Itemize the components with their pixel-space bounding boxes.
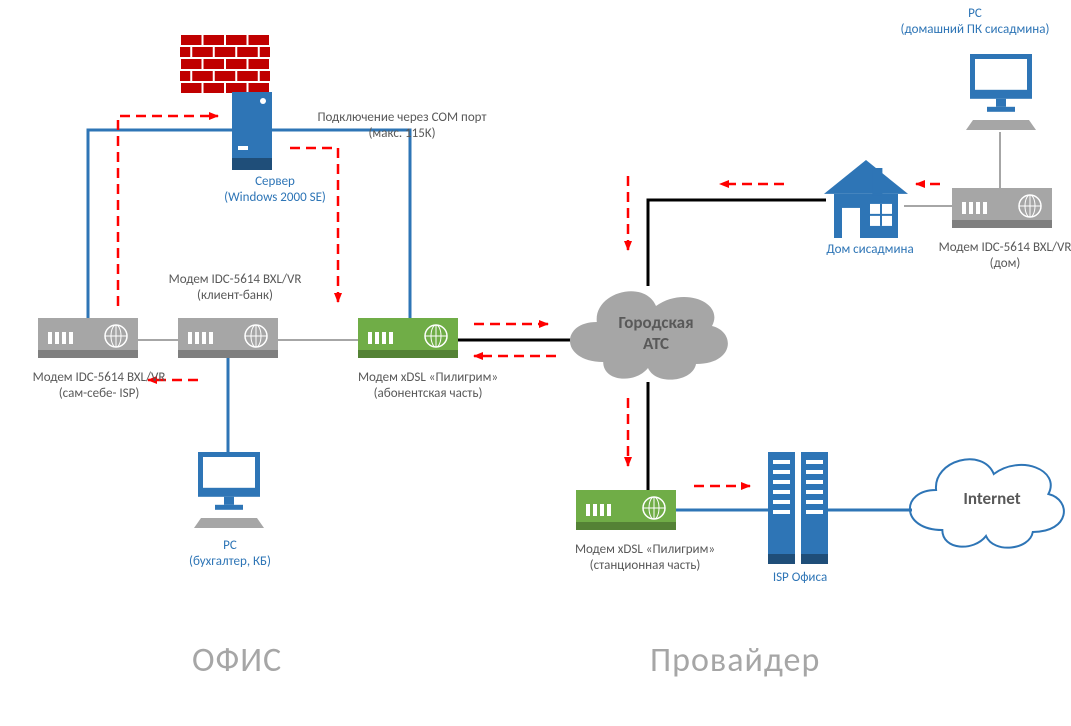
label-cloud_atc: Городская АТС [606,312,706,355]
label-cloud_inet: Internet [942,488,1042,509]
pc-accountant-icon [194,452,264,528]
label-modem_xdsl_st: Модем xDSL «Пилигрим» (станционная часть… [550,542,740,575]
modem-self-isp-icon [38,318,138,358]
label-pc_home: PC (домашний ПК сисадмина) [880,6,1070,39]
isp-rack-icon [768,452,828,564]
label-pc_acct: PC (бухгалтер, КБ) [170,538,290,571]
label-com_port: Подключение через COM порт (макс. 115K) [292,110,512,143]
modem-xdsl-station-icon [576,490,676,530]
zone-provider: Провайдер [650,640,820,681]
label-modem_client: Модем IDC-5614 BXL/VR (клиент-банк) [150,272,320,305]
label-house: Дом сисадмина [810,242,930,258]
modem-xdsl-abonent-icon [358,318,458,358]
label-modem_xdsl_ab: Модем xDSL «Пилигрим» (абонентская часть… [338,370,518,403]
house-icon [824,160,908,238]
modem-home-icon [952,188,1052,228]
label-modem_self: Модем IDC-5614 BXL/VR (сам-себе- ISP) [14,370,184,403]
modem-client-bank-icon [178,318,278,358]
label-isp: ISP Офиса [750,570,850,586]
zone-office: ОФИС [192,640,282,681]
label-server: Сервер (Windows 2000 SE) [190,174,360,207]
pc-home-icon [966,54,1036,130]
server-icon [232,92,272,170]
label-modem_home: Модем IDC-5614 BXL/VR (дом) [920,240,1071,273]
firewall-icon [180,34,270,94]
